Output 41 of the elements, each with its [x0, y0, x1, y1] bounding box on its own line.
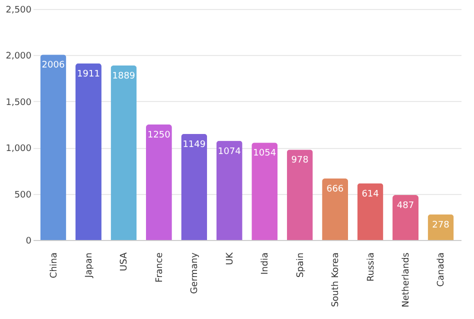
- bar: [322, 178, 348, 240]
- y-tick-label: 2,000: [6, 52, 32, 62]
- y-tick-label: 0: [26, 236, 32, 246]
- x-tick-label: India: [260, 252, 271, 275]
- x-tick-label: Germany: [190, 252, 200, 294]
- data-label: 487: [396, 201, 414, 211]
- x-tick-label: Spain: [296, 252, 306, 278]
- bar: [146, 124, 172, 240]
- x-tick-label: Canada: [436, 252, 447, 287]
- bar: [110, 65, 137, 240]
- bar: [216, 140, 242, 240]
- x-tick-label: UK: [225, 251, 236, 265]
- bar: [40, 54, 66, 240]
- bar: [392, 195, 419, 240]
- bar: [75, 63, 102, 240]
- data-label: 614: [362, 189, 380, 200]
- x-tick-label: Netherlands: [402, 252, 412, 308]
- x-tick-label: France: [154, 252, 165, 282]
- bar: [181, 134, 208, 240]
- data-label: 2006: [42, 60, 65, 71]
- data-label: 278: [432, 220, 450, 230]
- data-label: 978: [291, 156, 309, 166]
- x-tick-label: South Korea: [331, 252, 342, 308]
- x-tick-label: Russia: [366, 252, 376, 282]
- y-tick-label: 2,500: [6, 6, 32, 16]
- data-label: 666: [326, 184, 344, 194]
- data-label: 1074: [218, 146, 242, 157]
- x-tick-label: USA: [120, 252, 130, 272]
- data-label: 1911: [77, 69, 100, 80]
- data-label: 1149: [182, 140, 206, 150]
- data-label: 1054: [253, 148, 276, 159]
- bar: [252, 142, 278, 240]
- x-tick-label: Japan: [84, 252, 94, 279]
- data-label: 1250: [147, 130, 171, 140]
- y-tick-label: 500: [14, 190, 32, 200]
- bar: [286, 150, 313, 240]
- y-tick-label: 1,000: [6, 144, 32, 154]
- bar: [357, 183, 384, 240]
- x-tick-label: China: [49, 252, 60, 278]
- data-label: 1889: [112, 71, 136, 82]
- y-tick-label: 1,500: [6, 98, 32, 108]
